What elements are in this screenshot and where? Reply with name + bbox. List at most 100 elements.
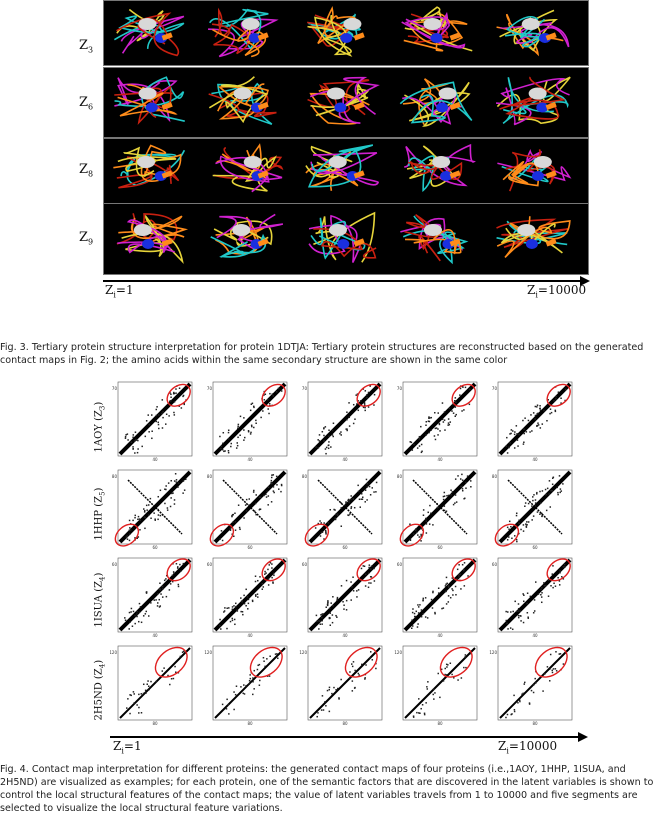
fig3-row-label: Z9 <box>79 230 94 247</box>
svg-text:80: 80 <box>437 721 443 726</box>
svg-text:70: 70 <box>112 386 118 391</box>
svg-text:70: 70 <box>302 386 308 391</box>
fig4-arrowhead-icon <box>578 732 588 742</box>
svg-text:120: 120 <box>299 650 307 655</box>
fig3-axis-start: Zi=1 <box>105 283 134 300</box>
protein-structure <box>497 148 572 192</box>
fig4-row-label: 2H5ND (Z4) <box>93 659 107 721</box>
svg-text:120: 120 <box>489 650 497 655</box>
contact-map: 80 60 <box>397 469 478 550</box>
contact-map: 120 80 <box>299 645 383 726</box>
fig4-row-label: 1AOY (Z3) <box>93 401 107 453</box>
svg-text:80: 80 <box>207 474 213 479</box>
fig4-z-axis-arrow <box>110 736 580 738</box>
svg-text:60: 60 <box>302 562 308 567</box>
contact-map: 60 40 <box>207 557 288 638</box>
contact-map: 80 60 <box>492 469 573 550</box>
fig3-caption: Fig. 3. Tertiary protein structure inter… <box>0 342 644 366</box>
svg-text:80: 80 <box>492 474 498 479</box>
fig3-row-label: Z8 <box>79 162 94 179</box>
svg-text:40: 40 <box>437 633 443 638</box>
svg-text:80: 80 <box>302 474 308 479</box>
protein-structure <box>212 143 284 193</box>
contact-map: 120 80 <box>489 645 573 726</box>
fig3-row-label: Z6 <box>79 95 94 112</box>
protein-structure <box>114 76 185 126</box>
fig3-row-label: Z3 <box>79 38 94 55</box>
svg-text:80: 80 <box>112 474 118 479</box>
contact-map: 60 40 <box>492 557 573 638</box>
svg-text:40: 40 <box>247 457 253 462</box>
contact-map: 80 60 <box>112 469 193 550</box>
fig3-axis-end: Zi=10000 <box>527 283 587 300</box>
svg-text:80: 80 <box>247 721 253 726</box>
protein-structure <box>496 216 571 258</box>
fig4-axis-end: Zi=10000 <box>498 739 558 756</box>
svg-text:40: 40 <box>532 457 538 462</box>
fig3-strip-z9 <box>103 203 589 275</box>
contact-map: 70 40 <box>397 381 478 462</box>
protein-structure <box>113 144 186 189</box>
svg-text:80: 80 <box>152 721 158 726</box>
protein-structure <box>116 213 189 264</box>
svg-text:40: 40 <box>342 633 348 638</box>
protein-structure <box>404 143 476 193</box>
contact-map: 70 40 <box>492 381 573 462</box>
fig4-contact-maps: 70 40 70 40 70 40 70 40 70 40 80 60 80 60 80 60 80 60 80 60… <box>110 381 573 726</box>
svg-text:40: 40 <box>342 457 348 462</box>
fig4-axis-start: Zi=1 <box>113 739 142 756</box>
fig3-protein-structures <box>113 6 572 265</box>
svg-text:40: 40 <box>152 633 158 638</box>
fig4-row-label: 1HHP (Z5) <box>93 487 107 541</box>
protein-structure <box>399 78 473 127</box>
svg-text:70: 70 <box>397 386 403 391</box>
protein-structure <box>496 9 570 57</box>
protein-structure <box>495 76 571 126</box>
protein-structure <box>307 76 380 125</box>
svg-text:80: 80 <box>397 474 403 479</box>
svg-text:60: 60 <box>207 562 213 567</box>
svg-text:120: 120 <box>110 650 117 655</box>
contact-map: 70 40 <box>302 381 383 462</box>
svg-text:60: 60 <box>532 545 538 550</box>
protein-structure <box>208 7 279 58</box>
svg-text:60: 60 <box>397 562 403 567</box>
svg-text:40: 40 <box>247 633 253 638</box>
protein-structure <box>308 211 377 263</box>
svg-text:60: 60 <box>152 545 158 550</box>
svg-text:80: 80 <box>532 721 538 726</box>
svg-text:40: 40 <box>437 457 443 462</box>
svg-text:60: 60 <box>112 562 118 567</box>
contact-map: 120 80 <box>394 645 478 726</box>
protein-structure <box>113 8 185 57</box>
contact-map: 120 80 <box>110 645 193 726</box>
svg-text:60: 60 <box>342 545 348 550</box>
contact-map: 70 40 <box>112 381 193 462</box>
svg-text:60: 60 <box>437 545 443 550</box>
contact-map: 60 40 <box>112 557 193 638</box>
svg-text:70: 70 <box>207 386 213 391</box>
svg-text:60: 60 <box>492 562 498 567</box>
fig3-z-axis-arrow <box>103 280 581 282</box>
contact-map: 70 40 <box>207 381 288 462</box>
contact-map: 60 40 <box>397 557 478 638</box>
svg-text:80: 80 <box>342 721 348 726</box>
protein-structure <box>401 6 473 52</box>
fig4-caption: Fig. 4. Contact map interpretation for d… <box>0 764 654 814</box>
protein-structure <box>208 76 277 125</box>
svg-text:120: 120 <box>394 650 402 655</box>
protein-structure <box>305 144 380 191</box>
svg-text:40: 40 <box>152 457 158 462</box>
protein-structure <box>307 6 365 57</box>
protein-structure <box>210 213 284 258</box>
contact-map: 60 40 <box>302 557 383 638</box>
svg-text:70: 70 <box>492 386 498 391</box>
protein-structure <box>400 214 469 265</box>
svg-text:60: 60 <box>247 545 253 550</box>
fig4-row-label: 1ISUA (Z4) <box>93 572 107 628</box>
fig3-arrowhead-icon <box>580 276 590 286</box>
contact-map: 120 80 <box>204 645 288 726</box>
svg-text:120: 120 <box>204 650 212 655</box>
contact-map: 80 60 <box>207 469 288 550</box>
contact-map: 80 60 <box>302 469 383 550</box>
